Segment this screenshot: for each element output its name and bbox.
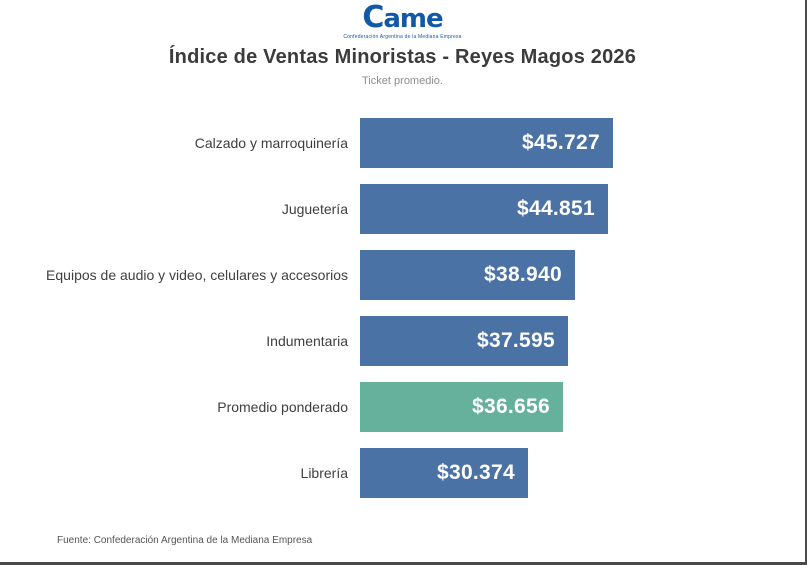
value-label: $37.595 <box>476 329 555 352</box>
category-label: Librería <box>300 465 348 481</box>
logo-letters: ame <box>383 4 443 34</box>
bar-row: Librería $30.374 <box>0 448 805 498</box>
bar: $45.727 <box>360 118 613 168</box>
category-label: Calzado y marroquinería <box>194 135 348 151</box>
category-label: Indumentaria <box>266 333 348 349</box>
bar-row: Equipos de audio y video, celulares y ac… <box>0 250 805 300</box>
value-label: $44.851 <box>516 197 595 220</box>
bar: $44.851 <box>360 184 608 234</box>
bar: $30.374 <box>360 448 528 498</box>
bar-row: Juguetería $44.851 <box>0 184 805 234</box>
bar-row: Indumentaria $37.595 <box>0 316 805 366</box>
bar: $38.940 <box>360 250 575 300</box>
category-label: Promedio ponderado <box>217 399 348 415</box>
value-label: $30.374 <box>436 461 515 484</box>
page-title: Índice de Ventas Minoristas - Reyes Mago… <box>168 46 637 68</box>
bar: $37.595 <box>360 316 568 366</box>
value-label: $45.727 <box>521 131 600 154</box>
value-label: $38.940 <box>483 263 562 286</box>
bar-row: Calzado y marroquinería $45.727 <box>0 118 805 168</box>
page-subtitle: Ticket promedio. <box>362 75 443 87</box>
category-label: Equipos de audio y video, celulares y ac… <box>46 267 348 283</box>
bar: $36.656 <box>360 382 563 432</box>
source-note: Fuente: Confederación Argentina de la Me… <box>57 535 313 546</box>
came-logo-wordmark: Came <box>0 3 805 33</box>
bar-chart: Calzado y marroquinería $45.727 Juguetería… <box>0 118 805 514</box>
came-logo: Came Confederación Argentina de la Media… <box>0 3 805 41</box>
came-logo-subtext: Confederación Argentina de la Mediana Em… <box>343 34 462 40</box>
bar-row: Promedio ponderado $36.656 <box>0 382 805 432</box>
category-label: Juguetería <box>281 201 348 217</box>
value-label: $36.656 <box>471 395 550 418</box>
logo-letter-c: C <box>362 0 384 35</box>
